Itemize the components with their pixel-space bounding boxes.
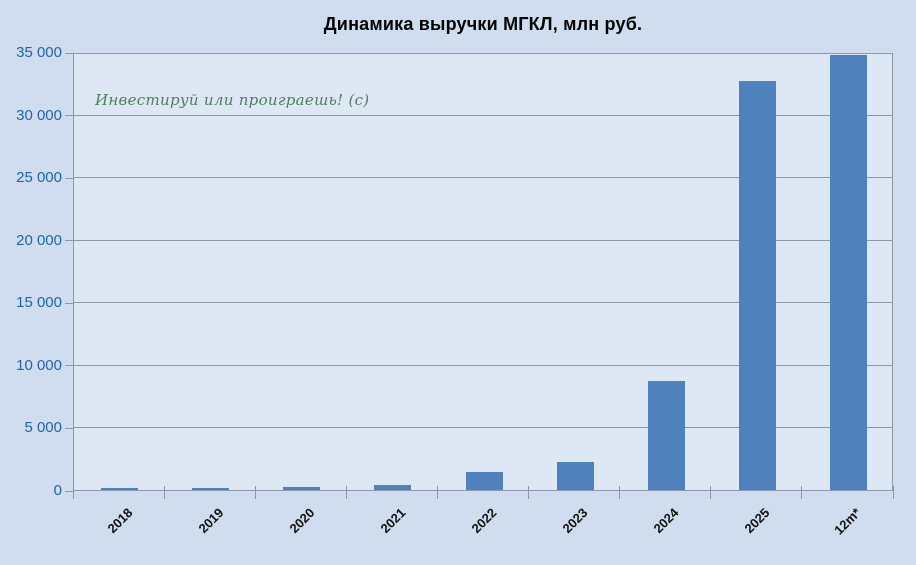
- x-axis-label: 2018: [104, 505, 136, 537]
- x-axis-tick: [254, 486, 256, 499]
- y-axis-tick: [65, 52, 73, 54]
- x-axis-label: 2021: [377, 505, 409, 537]
- gridline: [74, 239, 892, 241]
- y-axis-tick-label: 15 000: [16, 294, 62, 312]
- bar: [556, 462, 594, 490]
- y-axis-tick-label: 30 000: [16, 106, 62, 124]
- y-axis-tick-label: 20 000: [16, 231, 62, 249]
- y-axis-tick: [65, 177, 73, 179]
- chart-title: Динамика выручки МГКЛ, млн руб.: [323, 14, 643, 34]
- x-axis-tick: [801, 486, 803, 499]
- bar: [647, 381, 685, 490]
- y-axis-tick: [65, 240, 73, 242]
- y-axis-tick-label: 35 000: [16, 44, 62, 61]
- gridline: [74, 302, 892, 304]
- y-axis-tick: [65, 427, 73, 429]
- y-axis-tick: [65, 365, 73, 367]
- x-axis-tick: [345, 486, 347, 499]
- bar: [829, 54, 867, 490]
- y-axis-tick: [65, 302, 73, 304]
- gridline: [74, 364, 892, 366]
- x-axis-label: 2023: [559, 505, 591, 537]
- x-axis-label: 2019: [195, 505, 227, 537]
- x-axis-tick: [619, 486, 621, 499]
- gridline: [74, 427, 892, 429]
- bar: [465, 472, 503, 490]
- gridline: [74, 177, 892, 179]
- x-axis-tick: [436, 486, 438, 499]
- y-axis-tick-label: 10 000: [16, 356, 62, 374]
- watermark: Инвестируй или проиграешь! (с): [95, 91, 370, 109]
- y-axis-tick: [65, 490, 73, 492]
- gridline: [74, 114, 892, 116]
- y-axis-tick-label: 25 000: [16, 169, 62, 187]
- bar: [283, 486, 321, 490]
- x-axis-label: 12m*: [831, 505, 865, 538]
- x-axis-label: 2024: [650, 505, 682, 537]
- y-axis-tick: [65, 115, 73, 117]
- x-axis-tick: [710, 486, 712, 499]
- x-axis-tick: [892, 486, 894, 499]
- x-axis-tick: [163, 486, 165, 499]
- y-axis-tick-label: 5 000: [24, 419, 62, 437]
- x-axis-tick: [528, 486, 530, 499]
- x-axis-label: 2025: [741, 505, 773, 537]
- bar: [738, 80, 776, 490]
- x-axis-label: 2022: [468, 505, 500, 537]
- bar: [374, 484, 412, 490]
- y-axis-tick-label: 0: [53, 482, 62, 499]
- x-axis-tick: [72, 486, 74, 499]
- bar: [192, 487, 230, 490]
- plot-area: [73, 53, 893, 491]
- x-axis-label: 2020: [286, 505, 318, 537]
- bar: [101, 488, 139, 490]
